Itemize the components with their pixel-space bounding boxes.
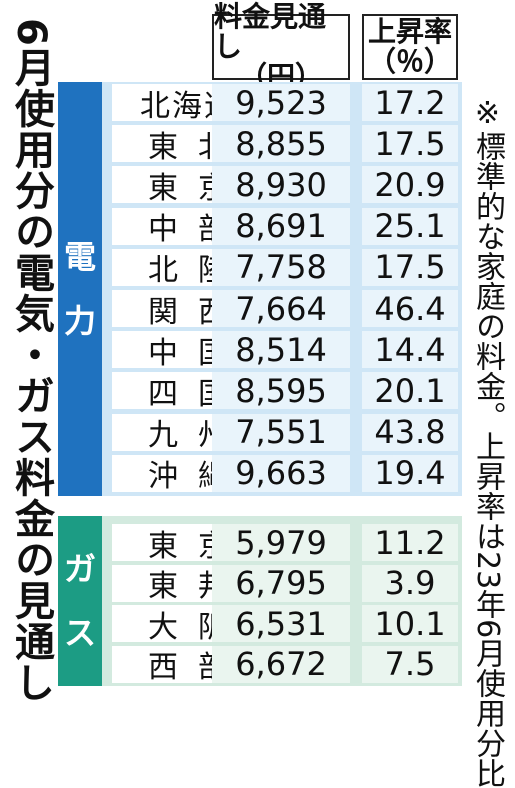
footnote: ※標準的な家庭の料金。上昇率は23年6月使用分比 xyxy=(470,96,505,788)
gas-label-char-2: ス xyxy=(63,614,96,652)
page-title: 6月使用分の電気・ガス料金の見通し xyxy=(8,18,54,703)
electricity-price-cell: 9,663 xyxy=(212,454,350,492)
electricity-band: 電 力 xyxy=(58,82,102,496)
electricity-label-char-1: 電 xyxy=(63,238,96,276)
electricity-rate-cell: 46.4 xyxy=(362,290,458,328)
gas-rate-cell: 7.5 xyxy=(362,645,458,683)
electricity-price-cell: 7,758 xyxy=(212,248,350,286)
gas-price-cell: 6,531 xyxy=(212,605,350,643)
gas-band: ガ ス xyxy=(58,516,102,686)
electricity-rate-cell: 20.9 xyxy=(362,166,458,204)
electricity-price-cell: 8,855 xyxy=(212,125,350,163)
column-header-rate-line2: （％） xyxy=(367,45,452,78)
electricity-price-cell: 9,523 xyxy=(212,84,350,122)
gas-price-cell: 6,672 xyxy=(212,645,350,683)
gas-rate-cell: 11.2 xyxy=(362,524,458,562)
electricity-rate-cell: 17.2 xyxy=(362,84,458,122)
electricity-rate-cell: 25.1 xyxy=(362,207,458,245)
column-header-price-line1: 料金見通し xyxy=(214,0,327,63)
column-header-rate: 上昇率 （％） xyxy=(362,14,458,80)
gas-label: ガ ス xyxy=(58,516,102,686)
gas-rate-cell: 10.1 xyxy=(362,605,458,643)
electricity-label: 電 力 xyxy=(58,82,102,496)
electricity-rate-cell: 19.4 xyxy=(362,454,458,492)
electricity-price-cell: 8,595 xyxy=(212,372,350,410)
gas-price-cell: 6,795 xyxy=(212,564,350,602)
electricity-label-char-2: 力 xyxy=(63,302,96,340)
gas-rate-cell: 3.9 xyxy=(362,564,458,602)
electricity-rate-cell: 43.8 xyxy=(362,413,458,451)
column-header-rate-line1: 上昇率 xyxy=(367,15,452,48)
electricity-rate-cell: 17.5 xyxy=(362,248,458,286)
electricity-rate-cell: 17.5 xyxy=(362,125,458,163)
electricity-price-cell: 8,930 xyxy=(212,166,350,204)
electricity-price-cell: 8,514 xyxy=(212,331,350,369)
gas-label-char-1: ガ xyxy=(63,550,96,588)
electricity-rate-cell: 20.1 xyxy=(362,372,458,410)
gas-price-cell: 5,979 xyxy=(212,524,350,562)
electricity-price-cell: 8,691 xyxy=(212,207,350,245)
electricity-rate-cell: 14.4 xyxy=(362,331,458,369)
electricity-price-cell: 7,664 xyxy=(212,290,350,328)
electricity-price-cell: 7,551 xyxy=(212,413,350,451)
column-header-price: 料金見通し （円） xyxy=(212,2,350,92)
